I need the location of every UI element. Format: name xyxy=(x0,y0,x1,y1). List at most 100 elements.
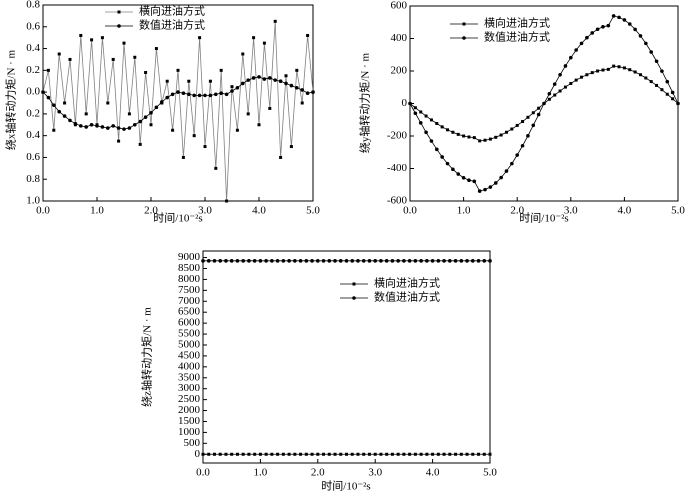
marker xyxy=(429,139,434,143)
y-axis-label: 绕z轴转动力矩/N · m xyxy=(140,307,154,407)
y-tick-label: 1.0 xyxy=(26,195,40,207)
marker xyxy=(181,155,185,159)
y-tick-label: 5500 xyxy=(178,328,201,340)
marker xyxy=(627,22,632,26)
marker xyxy=(251,76,256,80)
marker xyxy=(465,452,469,456)
x-tick-label: 3.0 xyxy=(368,467,382,479)
marker xyxy=(84,125,88,129)
marker xyxy=(408,452,412,456)
marker xyxy=(482,259,487,263)
x-tick-label: 2.0 xyxy=(311,467,325,479)
marker xyxy=(212,452,216,456)
marker xyxy=(276,452,280,456)
marker xyxy=(499,175,503,180)
marker xyxy=(413,111,418,116)
marker xyxy=(644,76,648,80)
marker xyxy=(459,259,464,263)
marker xyxy=(537,106,541,110)
marker xyxy=(111,57,115,61)
marker xyxy=(144,71,148,75)
marker xyxy=(470,259,475,263)
marker xyxy=(203,93,207,98)
marker xyxy=(471,452,475,456)
marker xyxy=(633,27,637,32)
y-tick-label: 1000 xyxy=(178,426,201,438)
marker xyxy=(671,97,675,101)
marker xyxy=(235,259,240,263)
marker xyxy=(606,67,610,71)
y-tick-label: 0.0 xyxy=(26,86,40,98)
marker xyxy=(461,175,466,180)
marker xyxy=(424,130,428,135)
marker xyxy=(41,90,45,94)
marker xyxy=(284,74,288,78)
marker xyxy=(611,14,616,18)
marker xyxy=(218,452,222,456)
marker xyxy=(327,259,332,263)
marker xyxy=(225,199,229,203)
marker xyxy=(264,452,268,456)
marker xyxy=(436,259,441,263)
marker xyxy=(219,68,223,72)
marker xyxy=(467,178,471,182)
y-tick-label: 0.4 xyxy=(26,129,40,141)
marker xyxy=(287,259,291,263)
marker xyxy=(84,112,88,116)
legend-marker xyxy=(462,22,466,26)
marker xyxy=(338,259,343,263)
marker xyxy=(270,452,274,456)
marker xyxy=(520,143,525,148)
marker xyxy=(558,72,562,77)
marker xyxy=(670,90,675,95)
marker xyxy=(219,91,223,95)
y-tick-label: -200 xyxy=(387,130,408,142)
marker xyxy=(633,70,637,74)
marker xyxy=(638,73,642,77)
marker xyxy=(456,132,460,136)
marker xyxy=(52,128,56,132)
marker xyxy=(442,452,446,456)
marker xyxy=(203,145,207,149)
legend-label: 横向进油方式 xyxy=(374,276,440,290)
marker xyxy=(252,259,257,263)
y-tick-label: -400 xyxy=(387,162,408,174)
marker xyxy=(306,33,310,37)
x-tick-label: 0.0 xyxy=(36,205,50,217)
x-tick-label: 2.0 xyxy=(144,205,158,217)
marker xyxy=(293,452,297,456)
marker xyxy=(295,85,299,90)
x-tick-label: 4.0 xyxy=(618,205,632,217)
marker xyxy=(413,106,417,110)
marker xyxy=(448,452,452,456)
marker xyxy=(171,128,175,132)
marker xyxy=(289,145,293,149)
marker xyxy=(73,121,78,126)
marker xyxy=(224,92,229,97)
marker xyxy=(585,35,589,40)
marker xyxy=(143,115,148,119)
marker xyxy=(133,55,137,59)
marker xyxy=(553,93,557,97)
marker xyxy=(595,27,600,32)
marker xyxy=(235,128,239,132)
marker xyxy=(298,259,303,263)
marker xyxy=(590,71,594,75)
marker xyxy=(488,259,492,263)
legend-label: 数值进油方式 xyxy=(484,30,550,44)
marker xyxy=(57,52,61,56)
marker xyxy=(270,259,274,263)
marker xyxy=(654,59,659,64)
marker xyxy=(253,452,257,456)
marker xyxy=(482,452,486,456)
marker xyxy=(79,124,83,128)
marker xyxy=(390,452,394,456)
marker xyxy=(504,169,509,173)
y-tick-label: 7000 xyxy=(178,295,201,307)
marker xyxy=(413,452,417,456)
marker xyxy=(90,38,94,42)
marker xyxy=(63,101,67,105)
marker xyxy=(241,259,245,263)
marker xyxy=(459,452,463,456)
